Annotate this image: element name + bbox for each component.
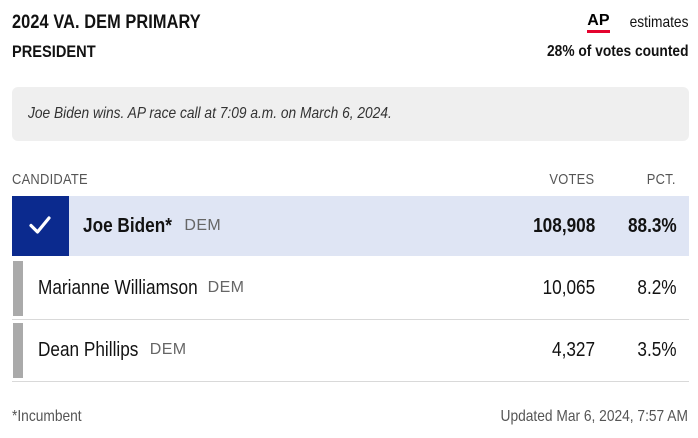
column-header-pct: PCT. <box>647 171 676 188</box>
votes-counted: 28% of votes counted <box>546 43 688 60</box>
checkmark-icon <box>29 216 51 234</box>
candidate-pct: 3.5% <box>637 338 677 361</box>
candidate-name: Joe Biden* <box>83 214 172 237</box>
table-row-winner: Joe Biden* DEM 108,908 88.3% <box>12 196 689 256</box>
incumbent-note: *Incumbent <box>12 408 82 425</box>
candidate-name: Marianne Williamson <box>38 276 198 299</box>
race-title: 2024 VA. DEM PRIMARY <box>12 12 201 33</box>
ap-logo: AP <box>587 12 610 33</box>
candidate-cell: Joe Biden* DEM <box>83 196 221 256</box>
candidate-name: Dean Phillips <box>38 338 139 361</box>
ap-estimates[interactable]: AP estimates <box>587 12 688 33</box>
candidate-votes: 108,908 <box>532 214 595 237</box>
race-office: PRESIDENT <box>12 42 96 61</box>
candidate-votes: 10,065 <box>542 276 595 299</box>
winner-check <box>12 196 69 256</box>
updated-timestamp: Updated Mar 6, 2024, 7:57 AM <box>500 408 688 425</box>
candidate-cell: Marianne Williamson DEM <box>38 258 244 318</box>
candidate-votes: 4,327 <box>551 338 595 361</box>
candidate-color-bar <box>13 261 23 316</box>
candidate-cell: Dean Phillips DEM <box>38 320 187 380</box>
candidate-pct: 8.2% <box>637 276 677 299</box>
race-call-banner: Joe Biden wins. AP race call at 7:09 a.m… <box>12 87 689 141</box>
candidate-party: DEM <box>184 217 222 234</box>
table-row: Dean Phillips DEM 4,327 3.5% <box>12 320 689 382</box>
race-call-text: Joe Biden wins. AP race call at 7:09 a.m… <box>28 105 392 122</box>
table-row: Marianne Williamson DEM 10,065 8.2% <box>12 258 689 320</box>
results-header: 2024 VA. DEM PRIMARY PRESIDENT AP estima… <box>12 10 688 70</box>
candidate-color-bar <box>13 323 23 378</box>
candidate-party: DEM <box>149 341 187 358</box>
candidate-pct: 88.3% <box>628 214 677 237</box>
candidate-party: DEM <box>207 279 245 296</box>
column-header-candidate: CANDIDATE <box>12 171 88 188</box>
column-header-votes: VOTES <box>548 171 594 188</box>
estimates-link[interactable]: estimates <box>629 13 688 31</box>
